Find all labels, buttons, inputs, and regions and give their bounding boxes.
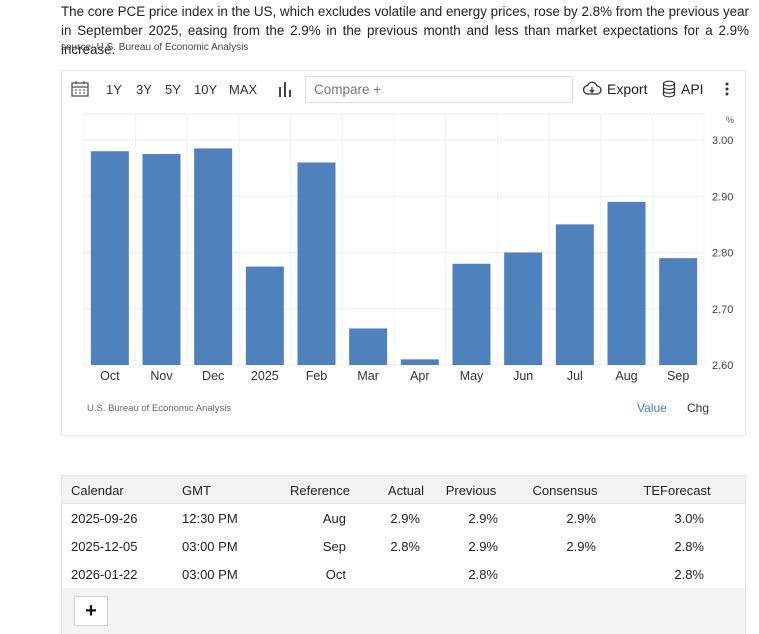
export-button[interactable]: Export	[582, 79, 647, 99]
compare-input[interactable]	[305, 76, 573, 103]
calendar-table: Calendar GMT Reference Actual Previous C…	[61, 475, 746, 634]
header-actual: Actual	[387, 483, 425, 498]
source-text: source: U.S. Bureau of Economic Analysis	[61, 42, 249, 53]
x-tick-label: 2025	[251, 369, 279, 383]
export-label: Export	[607, 81, 648, 97]
cloud-download-icon	[582, 81, 602, 95]
table-header: Calendar GMT Reference Actual Previous C…	[62, 476, 745, 504]
x-tick-label: Sep	[667, 369, 689, 383]
x-tick-label: Aug	[615, 369, 637, 383]
header-consensus: Consensus	[532, 483, 598, 498]
cell-consensus: 2.9%	[566, 539, 596, 554]
y-tick-label: 2.70	[712, 304, 733, 316]
chart-panel: 1Y 3Y 5Y 10Y MAX Export API	[61, 70, 746, 436]
database-icon	[662, 80, 676, 98]
cell-reference: Aug	[322, 511, 346, 526]
cell-date: 2026-01-22	[71, 567, 138, 582]
y-tick-label: 2.90	[712, 191, 733, 203]
add-row-button[interactable]: +	[74, 596, 108, 626]
value-toggle[interactable]: Value	[637, 401, 667, 415]
chart-credit: U.S. Bureau of Economic Analysis	[87, 403, 232, 414]
cell-teforecast: 2.8%	[674, 567, 704, 582]
chart-type-icon[interactable]	[277, 80, 293, 98]
bar-aug[interactable]	[607, 201, 646, 365]
table-row: 2026-01-22 03:00 PM Oct 2.8% 2.8%	[62, 560, 745, 588]
api-label: API	[681, 81, 704, 97]
cell-gmt: 03:00 PM	[182, 539, 238, 554]
y-tick-label: 2.80	[712, 248, 733, 260]
range-3y-button[interactable]: 3Y	[136, 82, 152, 97]
header-previous: Previous	[445, 483, 497, 498]
x-tick-label: Dec	[202, 369, 224, 383]
calendar-icon[interactable]	[70, 79, 90, 99]
header-teforecast: TEForecast	[643, 483, 711, 498]
table-row: 2025-09-26 12:30 PM Aug 2.9% 2.9% 2.9% 3…	[62, 504, 745, 532]
x-tick-label: May	[460, 369, 484, 383]
range-5y-button[interactable]: 5Y	[165, 82, 181, 97]
bar-sep[interactable]	[659, 258, 698, 365]
chg-toggle[interactable]: Chg	[687, 401, 710, 415]
x-tick-label: Oct	[100, 369, 120, 383]
bar-chart: % Oct Nov Dec 2025 Feb Mar Apr May Jun Jul Aug Sep …	[83, 113, 734, 383]
cell-previous: 2.9%	[468, 539, 498, 554]
bar-2025[interactable]	[245, 266, 284, 365]
cell-reference: Oct	[325, 567, 346, 582]
header-calendar: Calendar	[71, 483, 124, 498]
range-max-button[interactable]: MAX	[229, 82, 258, 97]
x-tick-label: Nov	[150, 369, 173, 383]
cell-date: 2025-09-26	[71, 511, 138, 526]
description-text: The core PCE price index in the US, whic…	[61, 4, 749, 57]
header-gmt: GMT	[182, 483, 211, 498]
cell-gmt: 12:30 PM	[182, 511, 238, 526]
cell-actual: 2.9%	[390, 511, 420, 526]
bar-feb[interactable]	[297, 162, 336, 366]
bar-oct[interactable]	[90, 151, 129, 365]
cell-gmt: 03:00 PM	[182, 567, 238, 582]
cell-previous: 2.8%	[468, 567, 498, 582]
range-10y-button[interactable]: 10Y	[194, 82, 218, 97]
bar-mar[interactable]	[349, 328, 388, 365]
table-footer: +	[62, 588, 745, 634]
chart-toolbar: 1Y 3Y 5Y 10Y MAX Export API	[62, 71, 745, 107]
cell-date: 2025-12-05	[71, 539, 138, 554]
x-tick-label: Jul	[567, 369, 583, 383]
cell-reference: Sep	[322, 539, 346, 554]
x-tick-label: Jun	[513, 369, 533, 383]
range-1y-button[interactable]: 1Y	[106, 82, 122, 97]
x-tick-label: Apr	[410, 369, 429, 383]
y-tick-label: 2.60	[712, 360, 733, 372]
y-tick-label: 3.00	[712, 135, 733, 147]
bar-jul[interactable]	[555, 224, 594, 365]
header-reference: Reference	[290, 483, 350, 498]
bar-dec[interactable]	[194, 148, 233, 365]
cell-previous: 2.9%	[468, 511, 498, 526]
x-tick-label: Mar	[357, 369, 379, 383]
bar-nov[interactable]	[142, 154, 181, 365]
bar-apr[interactable]	[400, 359, 439, 365]
table-row: 2025-12-05 03:00 PM Sep 2.8% 2.9% 2.9% 2…	[62, 532, 745, 560]
cell-consensus: 2.9%	[566, 511, 596, 526]
y-axis-unit: %	[726, 115, 734, 125]
more-options-icon[interactable]	[722, 80, 732, 98]
cell-teforecast: 2.8%	[674, 539, 704, 554]
api-button[interactable]: API	[662, 79, 704, 99]
x-tick-label: Feb	[306, 369, 328, 383]
bar-may[interactable]	[452, 263, 491, 365]
bar-jun[interactable]	[504, 252, 543, 366]
cell-teforecast: 3.0%	[674, 511, 704, 526]
cell-actual: 2.8%	[390, 539, 420, 554]
